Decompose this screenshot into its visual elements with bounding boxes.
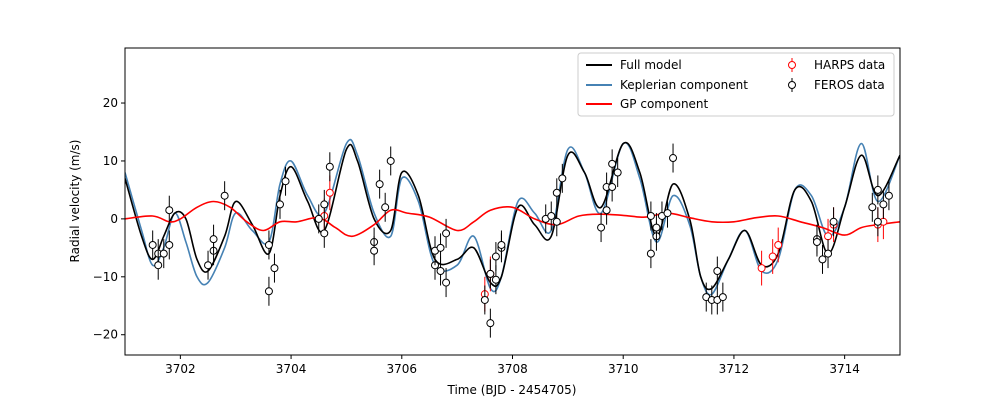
- legend: Full model Keplerian component GP compon…: [577, 52, 895, 117]
- feros-data-point: [491, 265, 500, 295]
- feros-data-point: [597, 213, 606, 243]
- plot-area: [125, 138, 900, 338]
- feros-data-point: [320, 218, 329, 248]
- feros-data-point: [497, 230, 506, 260]
- feros-data-point: [370, 236, 379, 266]
- feros-data-point: [486, 259, 495, 289]
- feros-data-point: [602, 195, 611, 225]
- feros-data-point: [613, 158, 622, 188]
- feros-data-point: [669, 143, 678, 173]
- feros-data-point: [386, 146, 395, 176]
- feros-data-point: [281, 166, 290, 196]
- harps-data-point: [774, 227, 783, 263]
- y-tick-label: 10: [103, 154, 118, 168]
- x-tick-label: 3714: [829, 362, 860, 376]
- feros-data-point: [558, 163, 567, 193]
- x-tick-label: 3702: [165, 362, 196, 376]
- legend-swatch-feros: [788, 78, 796, 92]
- feros-data-point: [325, 152, 334, 182]
- y-tick-label: 0: [110, 212, 118, 226]
- feros-data-point: [608, 149, 617, 179]
- harps-data-point: [768, 239, 777, 274]
- y-tick-label: −20: [93, 328, 118, 342]
- x-axis-label: Time (BJD - 2454705): [447, 383, 577, 397]
- feros-data-point: [713, 256, 722, 286]
- x-tick-label: 3704: [276, 362, 307, 376]
- feros-data-point: [264, 276, 273, 306]
- feros-data-point: [818, 244, 827, 274]
- y-tick-label: −10: [93, 270, 118, 284]
- feros-data-point: [873, 207, 882, 237]
- feros-data-point: [646, 201, 655, 231]
- x-tick-label: 3708: [497, 362, 528, 376]
- feros-data-point: [868, 192, 877, 222]
- x-tick-label: 3712: [719, 362, 750, 376]
- feros-data-point: [159, 239, 168, 269]
- full-model-line: [125, 141, 900, 291]
- feros-data-point: [220, 181, 229, 211]
- feros-data-point: [879, 189, 888, 219]
- legend-label-gp: GP component: [620, 97, 709, 111]
- legend-swatch-harps: [788, 58, 796, 72]
- y-axis: −20 −10 0 10 20: [93, 96, 125, 342]
- feros-data-point: [547, 201, 556, 231]
- y-tick-label: 20: [103, 96, 118, 110]
- feros-data-point: [442, 218, 451, 248]
- feros-data-point: [320, 189, 329, 219]
- gp-component-line: [125, 200, 900, 238]
- feros-data-point: [154, 250, 163, 280]
- legend-box: [577, 52, 895, 117]
- harps-data-point: [757, 250, 766, 286]
- feros-data-point: [381, 192, 390, 222]
- feros-data-point: [552, 207, 561, 237]
- feros-data-point: [204, 250, 213, 280]
- feros-data-point: [552, 178, 561, 208]
- feros-data-point: [663, 198, 672, 228]
- legend-label-harps: HARPS data: [814, 58, 885, 72]
- feros-data-point: [436, 233, 445, 263]
- legend-label-feros: FEROS data: [814, 78, 885, 92]
- feros-data-point: [209, 224, 218, 254]
- feros-data-point: [884, 181, 893, 211]
- feros-data-point: [812, 227, 821, 257]
- feros-data-point: [276, 189, 284, 219]
- feros-data-point: [873, 175, 882, 205]
- legend-label-full-model: Full model: [620, 58, 682, 72]
- feros-data-point: [480, 285, 489, 315]
- feros-data-point: [165, 195, 174, 225]
- x-axis: 3702 3704 3706 3708 3710 3712 3714: [165, 355, 860, 376]
- feros-data-point: [652, 213, 661, 243]
- feros-data-point: [486, 308, 495, 338]
- feros-data-point: [264, 230, 273, 260]
- feros-data-point: [646, 239, 655, 269]
- feros-data-point: [829, 207, 838, 237]
- feros-data-point: [707, 285, 716, 315]
- feros-data-point: [314, 204, 323, 234]
- y-axis-label: Radial velocity (m/s): [68, 140, 82, 263]
- legend-label-keplerian: Keplerian component: [620, 78, 748, 92]
- x-tick-label: 3710: [608, 362, 639, 376]
- feros-data-point: [442, 268, 451, 298]
- feros-data-point: [270, 253, 279, 283]
- feros-data-point: [824, 239, 833, 269]
- feros-data-point: [375, 169, 384, 199]
- feros-data-point: [165, 230, 174, 260]
- feros-data-point: [718, 282, 727, 312]
- feros-data-point: [148, 230, 157, 260]
- x-tick-label: 3706: [387, 362, 418, 376]
